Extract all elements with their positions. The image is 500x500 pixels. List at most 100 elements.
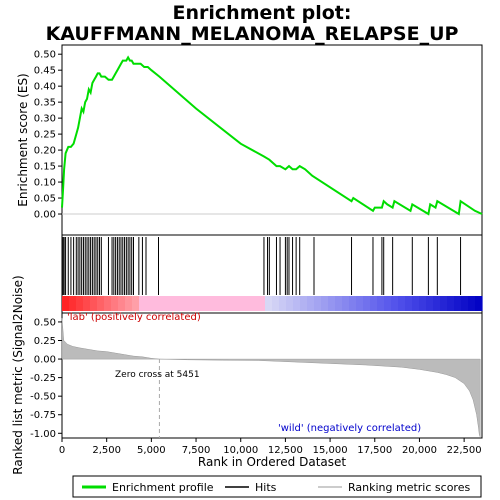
es-y-tick-label: 0.05 xyxy=(34,194,56,205)
rank-bar-segment xyxy=(90,296,98,311)
rank-bar-segment xyxy=(174,296,182,311)
es-y-tick-label: 0.10 xyxy=(34,178,56,189)
es-y-tick-label: 0.15 xyxy=(34,162,56,173)
legend: Enrichment profile Hits Ranking metric sco… xyxy=(72,475,482,498)
rank-bar-segment xyxy=(272,296,280,311)
rank-bar-segment xyxy=(153,296,161,311)
metric-panel-frame xyxy=(61,312,483,439)
rank-bar-segment xyxy=(468,296,476,311)
rank-bar-segment xyxy=(160,296,168,311)
x-tick-label: 22,500 xyxy=(447,445,482,456)
zero-cross-label: Zero cross at 5451 xyxy=(115,370,200,380)
rank-bar-segment xyxy=(454,296,462,311)
legend-box xyxy=(72,475,482,498)
metric-y-tick-label: -0.50 xyxy=(30,392,56,403)
rank-bar-segment xyxy=(391,296,399,311)
rank-bar-segment xyxy=(69,296,77,311)
rank-bar-segment xyxy=(216,296,224,311)
metric-y-axis-label: Ranked list metric (Signal2Noise) xyxy=(11,275,25,474)
legend-items: Enrichment profile Hits Ranking metric sco… xyxy=(82,481,470,494)
x-tick-label: 0 xyxy=(59,445,65,456)
rank-bar-segment xyxy=(377,296,385,311)
rank-bar-segment xyxy=(419,296,427,311)
rank-bar-segment xyxy=(202,296,210,311)
es-panel: 0.00 0.05 0.10 0.15 0.20 0.25 0.30 0.35 0.40 0.45… xyxy=(16,44,483,236)
es-y-tick-label: 0.45 xyxy=(34,66,56,77)
x-tick-label: 17,500 xyxy=(357,445,392,456)
rank-bar-segment xyxy=(118,296,126,311)
rank-bar-segment xyxy=(132,296,140,311)
rank-bar-segment xyxy=(293,296,301,311)
rank-bar-segment xyxy=(167,296,175,311)
rank-bar-segment xyxy=(412,296,420,311)
metric-y-tick-label: 0.50 xyxy=(34,317,56,328)
rank-bar-segment xyxy=(342,296,350,311)
rank-bar-segment xyxy=(258,296,266,311)
rank-bar-segment xyxy=(62,296,70,311)
metric-y-tick-label: 0.25 xyxy=(34,336,56,347)
rank-bar-segment xyxy=(237,296,245,311)
x-tick-label: 20,000 xyxy=(402,445,437,456)
rank-bar-segment xyxy=(223,296,231,311)
chart-title: Enrichment plot: xyxy=(173,2,352,24)
x-tick-label: 12,500 xyxy=(268,445,303,456)
es-y-tick-label: 0.50 xyxy=(34,50,56,61)
rank-bar-segment xyxy=(286,296,294,311)
metric-y-tick-label: 0.00 xyxy=(34,355,56,366)
es-panel-frame xyxy=(61,44,483,236)
rank-bar-segment xyxy=(475,296,483,311)
rank-bar-segment xyxy=(125,296,133,311)
rank-bar-segment xyxy=(139,296,147,311)
ranking-color-bar xyxy=(62,296,483,311)
x-tick-label: 15,000 xyxy=(313,445,348,456)
hits-panel xyxy=(61,234,483,314)
rank-bar-segment xyxy=(188,296,196,311)
rank-bar-segment xyxy=(447,296,455,311)
rank-bar-segment xyxy=(195,296,203,311)
es-y-tick-label: 0.25 xyxy=(34,130,56,141)
es-y-tick-label: 0.40 xyxy=(34,82,56,93)
rank-bar-segment xyxy=(230,296,238,311)
rank-bar-segment xyxy=(244,296,252,311)
rank-bar-segment xyxy=(104,296,112,311)
rank-bar-segment xyxy=(181,296,189,311)
rank-bar-segment xyxy=(307,296,315,311)
metric-panel: 0.50 0.25 0.00 -0.25 -0.50 -0.75 -1.00 'lab' (… xyxy=(11,275,483,475)
rank-bar-segment xyxy=(356,296,364,311)
rank-bar-segment xyxy=(363,296,371,311)
rank-bar-segment xyxy=(433,296,441,311)
es-y-tick-label: 0.30 xyxy=(34,114,56,125)
x-axis: 0 2,500 5,000 7,500 10,000 12,500 15,000 17,500… xyxy=(59,438,482,456)
legend-label: Enrichment profile xyxy=(112,481,214,494)
x-tick-label: 7,500 xyxy=(182,445,211,456)
metric-y-tick-label: -1.00 xyxy=(30,429,56,440)
chart-subtitle: KAUFFMANN_MELANOMA_RELAPSE_UP xyxy=(46,23,459,45)
rank-bar-segment xyxy=(328,296,336,311)
es-y-tick-label: 0.00 xyxy=(34,210,56,221)
neg-corr-label: 'wild' (negatively correlated) xyxy=(278,423,421,434)
rank-bar-segment xyxy=(251,296,259,311)
x-tick-label: 5,000 xyxy=(137,445,166,456)
rank-bar-segment xyxy=(426,296,434,311)
rank-bar-segment xyxy=(111,296,119,311)
legend-label: Ranking metric scores xyxy=(348,481,470,494)
rank-bar-segment xyxy=(300,296,308,311)
metric-y-tick-label: -0.75 xyxy=(30,410,56,421)
rank-bar-segment xyxy=(314,296,322,311)
metric-y-tick-label: -0.25 xyxy=(30,373,56,384)
rank-bar-segment xyxy=(384,296,392,311)
rank-bar-segment xyxy=(335,296,343,311)
ranking-metric-area xyxy=(61,318,481,438)
x-axis-label: Rank in Ordered Dataset xyxy=(198,455,346,469)
legend-label: Hits xyxy=(255,481,277,494)
rank-bar-segment xyxy=(265,296,273,311)
rank-bar-segment xyxy=(440,296,448,311)
rank-bar-segment xyxy=(461,296,469,311)
enrichment-profile-line xyxy=(61,55,483,216)
metric-y-axis: 0.50 0.25 0.00 -0.25 -0.50 -0.75 -1.00 xyxy=(30,317,62,440)
rank-bar-segment xyxy=(279,296,287,311)
hit-lines xyxy=(62,237,462,295)
rank-bar-segment xyxy=(97,296,105,311)
es-y-tick-label: 0.20 xyxy=(34,146,56,157)
